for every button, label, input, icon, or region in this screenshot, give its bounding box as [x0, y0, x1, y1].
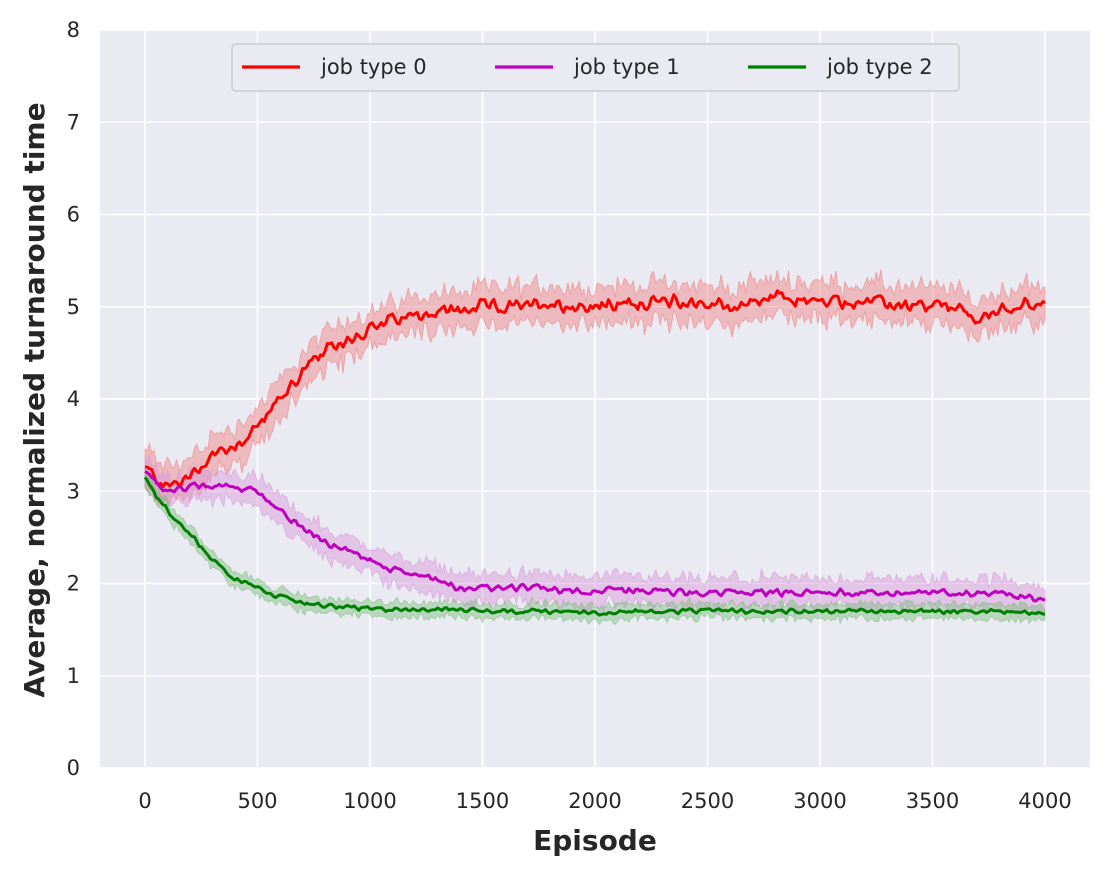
x-tick-label: 2500	[681, 789, 734, 813]
band-2	[144, 468, 1046, 626]
x-tick-label: 2000	[568, 789, 621, 813]
x-axis-label: Episode	[533, 824, 657, 857]
legend-box	[231, 43, 960, 92]
x-tick-label: 0	[138, 789, 151, 813]
x-tick-label: 4000	[1018, 789, 1071, 813]
legend-label-1: job type 1	[573, 55, 680, 79]
x-tick-label: 1500	[456, 789, 509, 813]
y-tick-label: 6	[67, 203, 80, 227]
series-line-2	[143, 476, 1046, 617]
x-tick-labels: 0 500 1000 1500 2000 2500 3000 3500 4000	[138, 789, 1071, 813]
y-tick-label: 7	[67, 110, 80, 134]
series-line-1	[144, 470, 1046, 603]
confidence-bands	[144, 269, 1046, 626]
legend: job type 0 job type 1 job type 2	[231, 43, 960, 92]
series-lines	[143, 289, 1046, 617]
x-tick-label: 1000	[343, 789, 396, 813]
y-tick-label: 2	[67, 572, 80, 596]
y-tick-labels: 0 1 2 3 4 5 6 7 8	[67, 18, 80, 780]
y-tick-label: 3	[67, 479, 80, 503]
series-line-0	[144, 289, 1046, 489]
band-0	[144, 269, 1046, 507]
y-tick-label: 5	[67, 295, 80, 319]
y-tick-label: 1	[67, 664, 80, 688]
y-tick-label: 4	[67, 387, 80, 411]
y-tick-label: 0	[67, 756, 80, 780]
x-tick-label: 3000	[793, 789, 846, 813]
y-tick-label: 8	[67, 18, 80, 42]
y-axis-label: Average, normalized turnaround time	[18, 102, 51, 697]
x-tick-label: 500	[237, 789, 277, 813]
x-tick-label: 3500	[906, 789, 959, 813]
legend-label-2: job type 2	[826, 55, 933, 79]
legend-label-0: job type 0	[320, 55, 427, 79]
